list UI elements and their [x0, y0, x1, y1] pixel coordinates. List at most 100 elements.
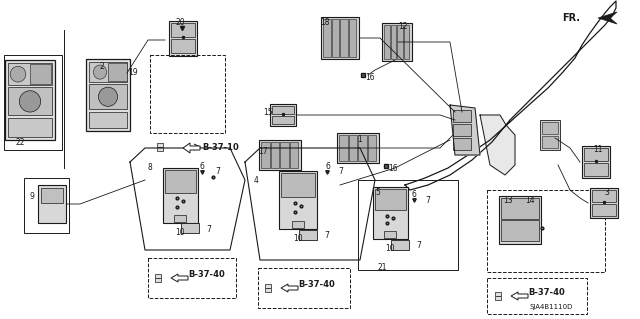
Bar [397, 25, 403, 59]
Bar [171, 23, 195, 37]
Text: 9: 9 [30, 192, 35, 201]
Bar [41, 188, 63, 203]
Bar [5, 60, 55, 140]
Bar [495, 292, 501, 300]
Bar [299, 230, 317, 240]
Text: 15: 15 [263, 108, 273, 117]
Text: 21: 21 [378, 263, 387, 272]
Bar [174, 215, 186, 222]
Bar [349, 135, 357, 161]
Bar [487, 278, 587, 314]
Bar [382, 23, 412, 61]
Bar [384, 25, 390, 59]
Bar [155, 274, 161, 282]
Text: 16: 16 [388, 164, 397, 173]
Bar [89, 62, 127, 82]
Text: 10: 10 [175, 228, 184, 237]
Text: 7: 7 [215, 167, 220, 176]
Bar [169, 21, 197, 56]
Bar [171, 39, 195, 53]
Text: 3: 3 [604, 188, 609, 197]
Bar [391, 240, 409, 250]
Bar [367, 135, 376, 161]
Bar [403, 25, 409, 59]
Text: 2: 2 [100, 62, 105, 71]
Bar [340, 19, 348, 57]
Bar [89, 112, 127, 128]
Bar [163, 168, 198, 223]
Text: 22: 22 [16, 138, 26, 147]
Polygon shape [511, 292, 528, 300]
Polygon shape [598, 12, 617, 24]
Bar [8, 87, 52, 115]
Text: 8: 8 [148, 163, 153, 172]
Text: 6: 6 [325, 162, 330, 171]
Text: 5: 5 [375, 188, 380, 197]
Bar [337, 133, 379, 163]
Bar [108, 63, 127, 81]
Bar [165, 170, 196, 193]
Bar [540, 120, 560, 150]
Bar [358, 135, 367, 161]
Text: 14: 14 [525, 196, 534, 205]
Bar [272, 116, 294, 124]
Bar [86, 59, 130, 131]
Bar [148, 258, 236, 298]
Text: 11: 11 [593, 145, 602, 154]
Bar [501, 198, 539, 219]
Bar [38, 185, 66, 223]
Bar [150, 55, 225, 133]
Bar [271, 142, 279, 168]
Bar [279, 171, 317, 229]
Bar [270, 104, 296, 126]
Bar [487, 190, 605, 272]
Text: 6: 6 [412, 190, 417, 199]
Bar [453, 138, 471, 150]
Bar [321, 17, 359, 59]
Text: 7: 7 [324, 231, 329, 240]
Polygon shape [171, 274, 188, 282]
Text: 10: 10 [385, 244, 395, 253]
Text: 13: 13 [503, 196, 513, 205]
Bar [280, 142, 289, 168]
Bar [258, 268, 350, 308]
Bar [157, 143, 163, 151]
Bar [259, 140, 301, 170]
Text: B-37-10: B-37-10 [202, 143, 239, 152]
Text: 4: 4 [254, 176, 259, 185]
Bar [181, 223, 199, 233]
Bar [339, 135, 348, 161]
Bar [349, 19, 356, 57]
Circle shape [99, 87, 118, 106]
Text: FR.: FR. [562, 13, 580, 23]
Bar [592, 204, 616, 216]
Text: 20: 20 [175, 18, 184, 27]
Text: 6: 6 [200, 162, 205, 171]
Bar [590, 188, 618, 218]
Text: 7: 7 [206, 225, 211, 234]
Bar [4, 55, 62, 150]
Text: B-37-40: B-37-40 [298, 280, 335, 289]
Bar [272, 106, 294, 114]
Text: 17: 17 [258, 147, 268, 156]
Bar [390, 25, 396, 59]
Text: 10: 10 [293, 234, 303, 243]
Bar [584, 163, 608, 176]
Bar [499, 196, 541, 244]
Text: 19: 19 [128, 68, 138, 77]
Bar [373, 187, 408, 239]
Text: 7: 7 [338, 167, 343, 176]
Bar [584, 148, 608, 161]
Bar [582, 146, 610, 178]
Circle shape [19, 91, 41, 112]
Bar [30, 64, 51, 85]
Bar [261, 142, 269, 168]
Bar [542, 136, 558, 148]
Bar [281, 173, 315, 197]
Bar [375, 189, 406, 211]
Polygon shape [450, 105, 480, 155]
Bar [289, 142, 298, 168]
Bar [358, 180, 458, 270]
Bar [453, 124, 471, 136]
Bar [8, 63, 52, 85]
